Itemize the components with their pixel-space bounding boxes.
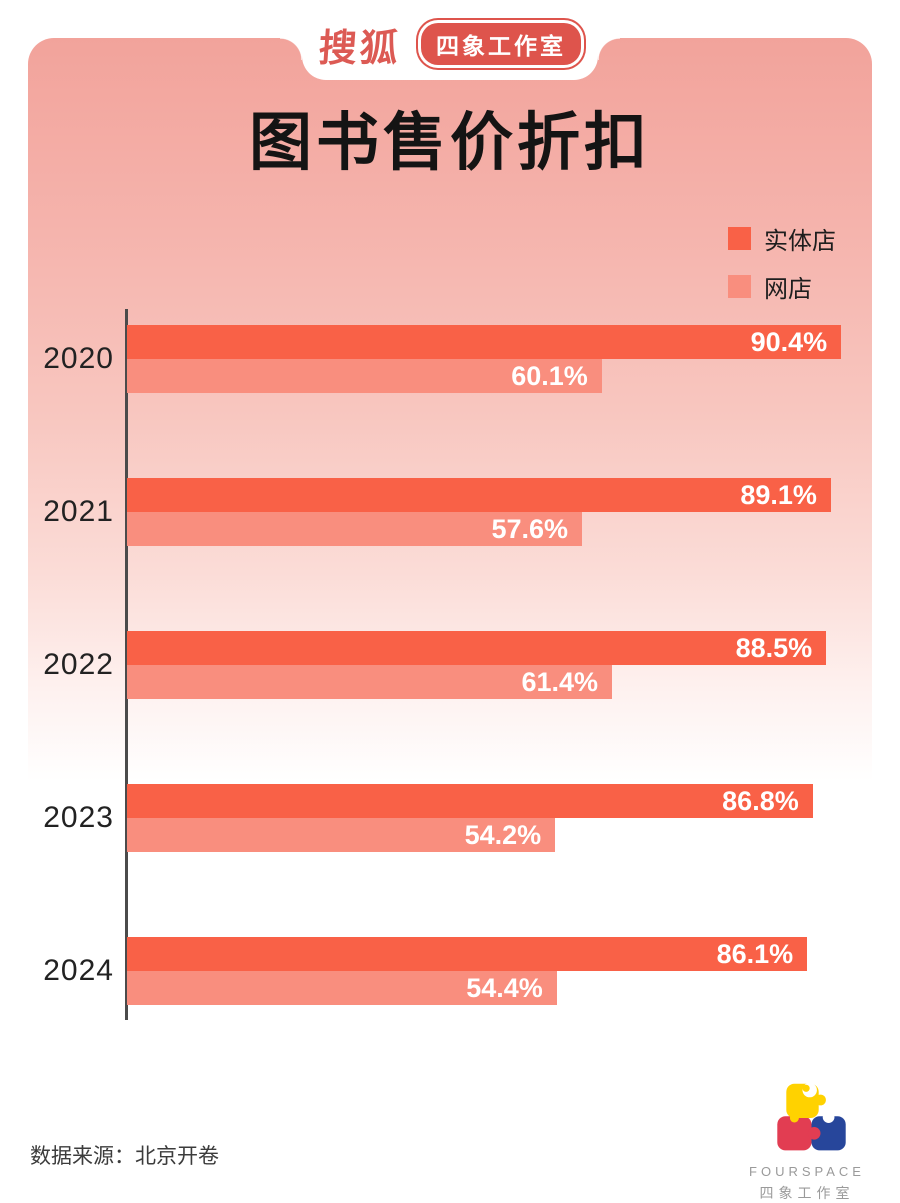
- bar-2024-series-0: 86.1%: [127, 937, 808, 971]
- category-label-2023: 2023: [43, 801, 114, 834]
- bar-value-label: 54.2%: [464, 819, 542, 850]
- legend-item-physical-store: 实体店: [728, 221, 836, 256]
- chart-axis-line: [125, 309, 128, 1020]
- bar-value-label: 88.5%: [735, 632, 813, 663]
- bar-2023-series-1: 54.2%: [127, 818, 556, 852]
- bar-2021-series-1: 57.6%: [127, 512, 583, 546]
- category-label-2024: 2024: [43, 954, 114, 987]
- legend-swatch: [728, 227, 751, 250]
- bar-value-label: 86.8%: [722, 785, 799, 816]
- bar-2023-series-0: 86.8%: [127, 784, 813, 818]
- data-source-note: 数据来源：北京开卷: [30, 1145, 219, 1168]
- category-label-2022: 2022: [43, 648, 114, 681]
- header: 搜狐 四象工作室: [0, 22, 900, 70]
- bar-2022-series-1: 61.4%: [127, 665, 613, 699]
- bar-2020-series-0: 90.4%: [127, 325, 842, 359]
- bar-2021-series-0: 89.1%: [127, 478, 831, 512]
- chart-legend: 实体店 网店: [728, 221, 836, 317]
- bar-value-label: 86.1%: [716, 938, 794, 969]
- bar-value-label: 57.6%: [491, 513, 569, 544]
- bar-2022-series-0: 88.5%: [127, 631, 827, 665]
- page-title: 图书售价折扣: [249, 106, 651, 179]
- bar-value-label: 54.4%: [466, 972, 543, 1003]
- bar-value-label: 90.4%: [750, 326, 828, 357]
- legend-item-online-store: 网店: [728, 269, 836, 304]
- bar-value-label: 89.1%: [740, 479, 817, 510]
- category-label-2021: 2021: [43, 495, 114, 528]
- legend-swatch: [728, 275, 751, 298]
- notch-fillet-left: [280, 38, 302, 60]
- sohu-logo: 搜狐: [317, 25, 403, 70]
- fourspace-brand: FOURSPACE 四象工作室: [742, 1082, 872, 1203]
- notch-fillet-right: [598, 38, 620, 60]
- bar-2020-series-1: 60.1%: [127, 359, 602, 393]
- fourspace-puzzle-logo-icon: [777, 1082, 846, 1151]
- studio-badge: 四象工作室: [421, 23, 581, 65]
- legend-label: 网店: [764, 276, 812, 303]
- fourspace-brand-name: FOURSPACE: [749, 1164, 865, 1179]
- fourspace-brand-subname: 四象工作室: [759, 1185, 855, 1201]
- bar-2024-series-1: 54.4%: [127, 971, 557, 1005]
- bar-value-label: 61.4%: [521, 666, 599, 697]
- bar-value-label: 60.1%: [511, 360, 588, 391]
- legend-label: 实体店: [764, 228, 836, 255]
- category-label-2020: 2020: [43, 342, 114, 375]
